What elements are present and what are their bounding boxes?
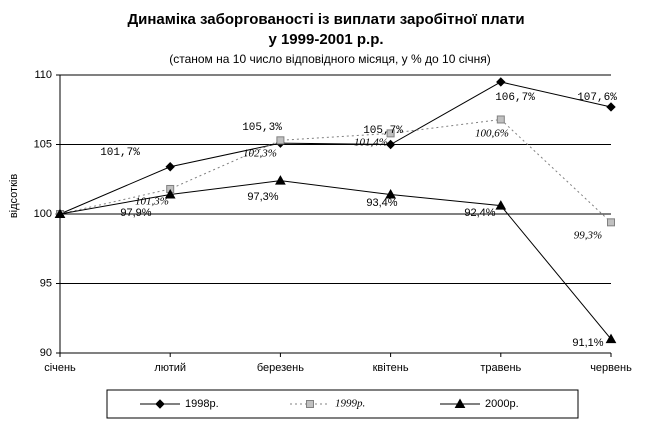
x-tick-label: лютий (154, 362, 186, 374)
y-tick-label: 90 (40, 347, 52, 359)
annotation: 107,6% (577, 92, 617, 104)
legend-box (106, 389, 579, 419)
legend-marker (454, 398, 466, 408)
annotation: 92,4% (464, 207, 495, 219)
legend-marker (306, 400, 314, 408)
data-point (607, 218, 615, 227)
data-point (385, 189, 396, 199)
annotation: 101,7% (100, 147, 140, 159)
series-line (59, 118, 612, 223)
data-point (385, 139, 396, 150)
x-tick-label: травень (480, 362, 521, 374)
legend-label: 2000р. (485, 398, 519, 410)
annotation: 91,1% (572, 337, 603, 349)
data-point (54, 208, 66, 218)
annotation: 101,3% (135, 196, 169, 208)
data-point (165, 162, 175, 172)
data-point (496, 77, 506, 87)
legend-label: 1998р. (185, 398, 219, 410)
chart-subtitle: (станом на 10 число відповідного місяця,… (169, 52, 491, 66)
data-point (164, 189, 176, 199)
x-tick-label: квітень (373, 362, 409, 374)
y-tick-label: 100 (34, 208, 52, 220)
annotation: 97,9% (120, 207, 151, 219)
data-point (606, 102, 616, 112)
legend-label: 1999р. (335, 398, 365, 410)
annotation: 101,4% (354, 137, 388, 149)
chart-title: Динаміка заборгованості із виплати зароб… (127, 11, 524, 28)
annotation: 105,7% (363, 125, 403, 137)
annotation: 93,4% (366, 197, 397, 209)
data-point (496, 115, 505, 124)
x-tick-label: червень (590, 362, 632, 374)
data-point (605, 333, 617, 344)
data-point (275, 175, 286, 185)
legend-marker (155, 399, 165, 409)
x-tick-label: січень (44, 362, 76, 374)
y-tick-label: 105 (34, 138, 52, 150)
y-tick-label: 95 (40, 277, 52, 289)
data-point (386, 129, 395, 138)
annotation: 97,3% (247, 191, 278, 203)
y-tick-label: 110 (34, 69, 52, 81)
data-point (276, 136, 285, 145)
y-axis-label: відсотків (8, 174, 20, 219)
series-line (59, 180, 612, 340)
annotation: 105,3% (242, 122, 282, 134)
annotation: 100,6% (475, 128, 509, 140)
annotation: 99,3% (574, 230, 602, 242)
annotation: 102,3% (243, 148, 277, 160)
chart-title: у 1999-2001 р.р. (268, 31, 383, 48)
series-line (59, 81, 612, 215)
annotation: 106,7% (495, 92, 535, 104)
x-tick-label: березень (257, 362, 304, 374)
data-point (495, 200, 507, 210)
